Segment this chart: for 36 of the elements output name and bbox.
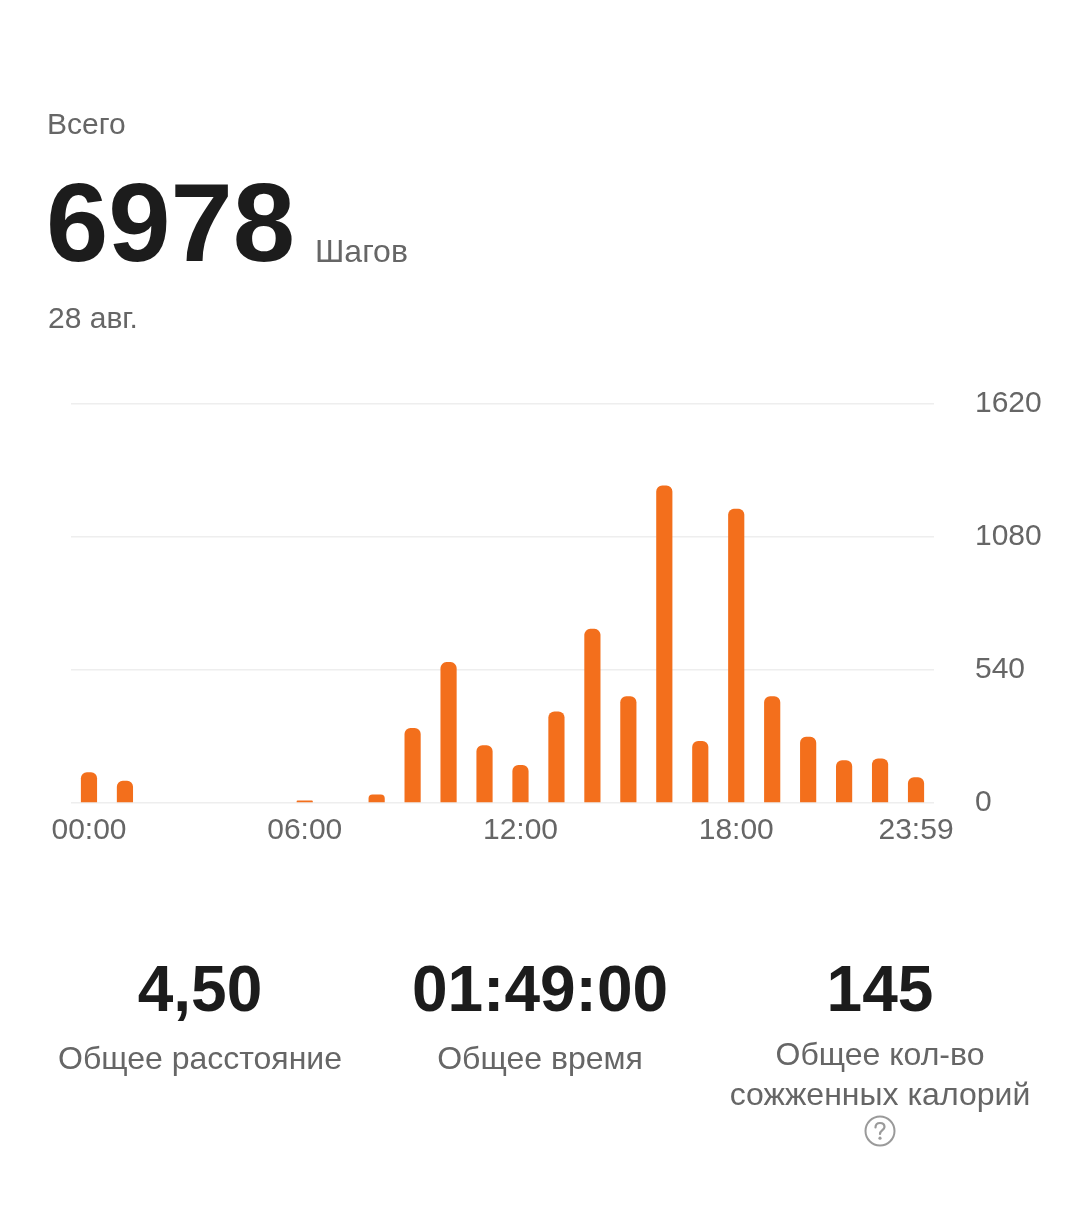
x-tick-label: 12:00 [482,812,559,846]
bar [620,696,637,803]
chart-subtitle: 28 авг. [48,301,138,334]
y-tick-label: 540 [975,651,1026,685]
bar [692,740,709,803]
x-tick-label: 00:00 [51,812,127,846]
bar [871,758,889,803]
text: 01:49:00 [410,953,670,1025]
x-tick-label: 06:00 [267,812,343,846]
text: Общее время [436,1039,644,1078]
text: Шагов [315,233,408,269]
bar [836,760,853,803]
bar [116,780,134,803]
x-tick-label: 23:59 [878,812,954,846]
y-tick-label: 1080 [975,518,1042,552]
text: Общее кол-во сожженных калорий [728,1035,1032,1114]
y-tick-label: 1620 [975,385,1042,419]
text: 4,50 [136,953,264,1025]
bar [584,628,601,803]
bar [80,772,98,803]
bar [800,736,817,803]
bar [440,662,457,803]
bar [907,777,925,803]
bar [656,485,673,803]
text: 6978 [46,160,296,285]
text: 145 [825,953,935,1025]
text: Общее расстояние [57,1039,343,1078]
bar [512,765,529,803]
bar [476,745,493,803]
bar [728,508,745,803]
x-tick-label: 18:00 [698,812,774,846]
chart-title: Всего [47,107,126,140]
bar [548,711,565,803]
bar [764,696,781,803]
bar [404,727,421,803]
y-tick-label: 0 [975,784,992,818]
